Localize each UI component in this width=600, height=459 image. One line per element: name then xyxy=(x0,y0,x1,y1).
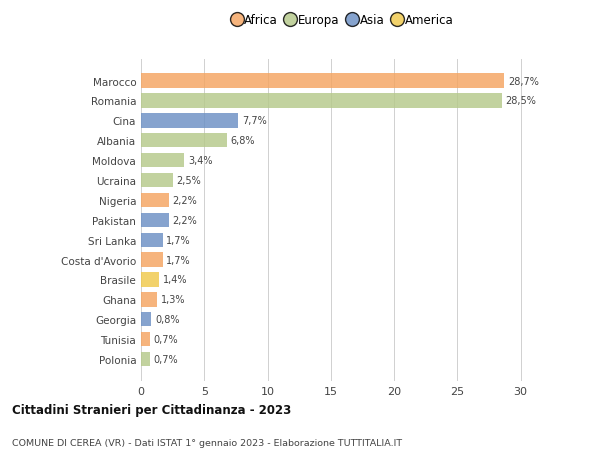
Text: COMUNE DI CEREA (VR) - Dati ISTAT 1° gennaio 2023 - Elaborazione TUTTITALIA.IT: COMUNE DI CEREA (VR) - Dati ISTAT 1° gen… xyxy=(12,438,402,447)
Bar xyxy=(141,174,173,188)
Bar xyxy=(141,154,184,168)
Text: 0,7%: 0,7% xyxy=(154,335,178,344)
Text: 2,2%: 2,2% xyxy=(173,196,197,206)
Text: 2,2%: 2,2% xyxy=(173,215,197,225)
Bar xyxy=(141,74,504,89)
Text: 7,7%: 7,7% xyxy=(242,116,267,126)
Text: 1,3%: 1,3% xyxy=(161,295,186,305)
Text: 6,8%: 6,8% xyxy=(231,136,256,146)
Bar xyxy=(141,332,150,347)
Bar xyxy=(141,313,151,327)
Text: 28,7%: 28,7% xyxy=(508,77,539,86)
Text: Cittadini Stranieri per Cittadinanza - 2023: Cittadini Stranieri per Cittadinanza - 2… xyxy=(12,403,291,416)
Text: 28,5%: 28,5% xyxy=(505,96,536,106)
Text: 3,4%: 3,4% xyxy=(188,156,212,166)
Bar xyxy=(141,94,502,108)
Text: 1,7%: 1,7% xyxy=(166,255,191,265)
Bar xyxy=(141,213,169,228)
Text: 1,7%: 1,7% xyxy=(166,235,191,245)
Bar xyxy=(141,292,157,307)
Text: 0,7%: 0,7% xyxy=(154,354,178,364)
Bar xyxy=(141,233,163,247)
Bar xyxy=(141,352,150,366)
Bar xyxy=(141,114,238,128)
Bar xyxy=(141,253,163,267)
Bar xyxy=(141,193,169,207)
Legend: Africa, Europa, Asia, America: Africa, Europa, Asia, America xyxy=(234,14,453,27)
Text: 0,8%: 0,8% xyxy=(155,314,179,325)
Bar xyxy=(141,273,159,287)
Text: 1,4%: 1,4% xyxy=(163,275,187,285)
Text: 2,5%: 2,5% xyxy=(176,176,201,185)
Bar xyxy=(141,134,227,148)
